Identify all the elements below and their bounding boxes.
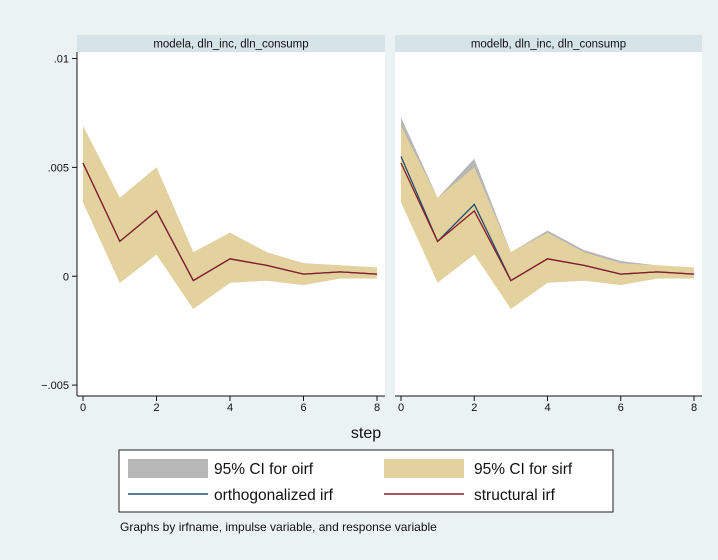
legend-label: 95% CI for oirf — [214, 461, 314, 478]
y-tick-label: .01 — [54, 54, 69, 66]
legend-label: 95% CI for sirf — [474, 461, 573, 478]
x-tick-label: 8 — [374, 402, 380, 414]
graph-note: Graphs by irfname, impulse variable, and… — [120, 520, 437, 534]
y-tick-label: 0 — [63, 271, 69, 283]
x-tick-label: 6 — [300, 402, 306, 414]
ci-oirf-legend-swatch — [128, 459, 208, 478]
ci-sirf-band — [83, 126, 377, 309]
ci-sirf-legend-swatch — [384, 459, 464, 478]
x-tick-label: 0 — [398, 402, 404, 414]
sirf-line — [400, 162, 695, 282]
x-tick-label: 2 — [471, 402, 477, 414]
y-tick-label: −.005 — [41, 380, 69, 392]
x-tick-label: 4 — [544, 402, 550, 414]
panel-title: modela, dln_inc, dln_consump — [153, 39, 308, 51]
ci-oirf-band — [401, 117, 694, 309]
y-tick-label: .005 — [48, 162, 69, 174]
x-tick-label: 8 — [691, 402, 697, 414]
ci-sirf-band — [401, 126, 694, 309]
legend-label: orthogonalized irf — [214, 487, 334, 504]
x-tick-label: 2 — [153, 402, 159, 414]
sirf-line — [82, 162, 378, 282]
panel-header — [77, 35, 385, 52]
panel-title: modelb, dln_inc, dln_consump — [471, 39, 626, 51]
legend-label: structural irf — [474, 487, 556, 504]
x-tick-label: 0 — [80, 402, 86, 414]
panel-header — [395, 35, 702, 52]
x-tick-label: 6 — [618, 402, 624, 414]
x-tick-label: 4 — [227, 402, 233, 414]
x-axis-title: step — [351, 425, 381, 442]
